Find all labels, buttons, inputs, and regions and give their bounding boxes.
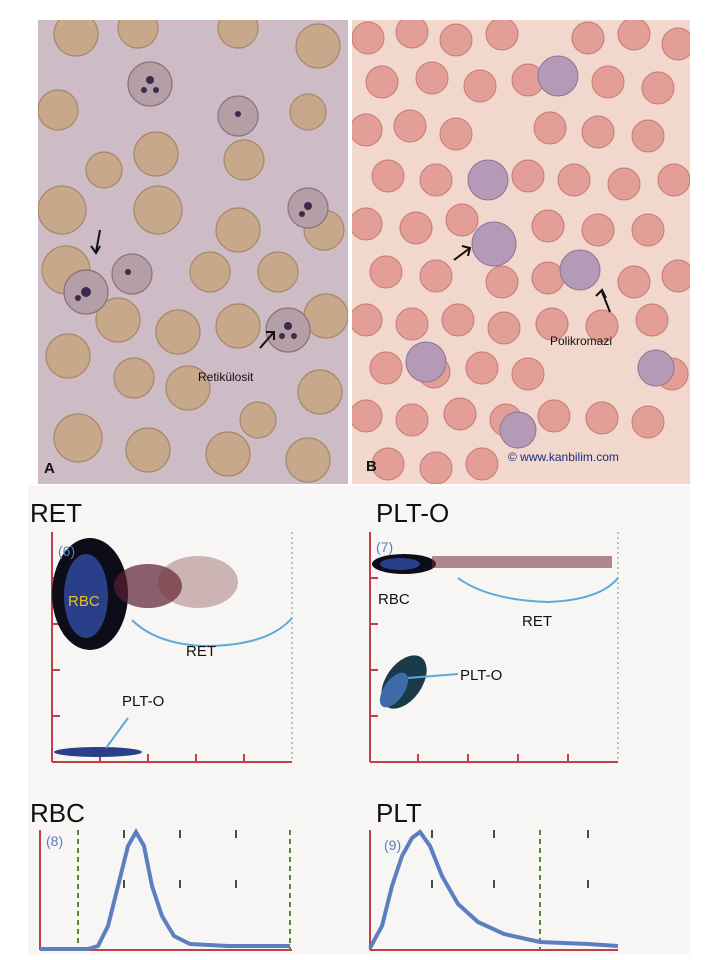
panel-a-letter: A (44, 460, 55, 477)
reticulocyte-label: Retikülosit (198, 370, 254, 384)
ret-plot-rbc-label: RBC (68, 593, 100, 610)
rbc-plot-number: (8) (46, 833, 63, 849)
rbc-plot-title: RBC (30, 798, 85, 828)
micrograph-panel-b: Polikromazi © www.kanbilim.com B (352, 20, 690, 484)
plto-plot-ret-label: RET (522, 613, 552, 630)
plto-scattergram: (7) RBC RET PLT-O (369, 532, 619, 763)
ret-plot-plto-label: PLT-O (122, 693, 164, 710)
plt-plot-number: (9) (384, 837, 401, 853)
polychromasia-micrograph (352, 20, 690, 484)
plto-plot-plto-label: PLT-O (460, 667, 502, 684)
plt-plot-title: PLT (376, 798, 422, 828)
ret-plot-number: (6) (58, 543, 75, 559)
reticulocyte-micrograph (38, 20, 348, 483)
plt-histogram: (9) (368, 829, 619, 951)
plto-plot-number: (7) (376, 539, 393, 555)
plots-svg: (6) RBC RET PLT-O (7) (39, 532, 619, 951)
micrograph-panel-a: Retikülosit A (38, 20, 348, 484)
panel-b-letter: B (366, 458, 377, 475)
watermark-text: © www.kanbilim.com (508, 450, 619, 464)
analyzer-plots: RET PLT-O RBC PLT (6) RBC RET (28, 486, 690, 954)
ret-scattergram: (6) RBC RET PLT-O (51, 532, 293, 763)
rbc-histogram: (8) (39, 827, 292, 951)
plto-plot-rbc-label: RBC (378, 591, 410, 608)
plto-plot-title: PLT-O (376, 498, 450, 528)
ret-plot-title: RET (30, 498, 82, 528)
polychromasia-label: Polikromazi (550, 334, 613, 348)
ret-plot-ret-label: RET (186, 643, 216, 660)
